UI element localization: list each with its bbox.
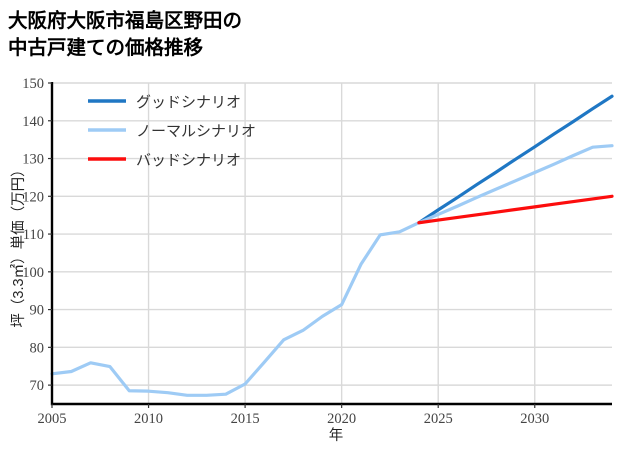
y-axis-ticks: 70 80 90 100 110 120 130 140 150: [22, 76, 52, 394]
y-tick-label: 110: [23, 227, 44, 243]
y-tick-label: 150: [22, 76, 44, 92]
y-tick-label: 140: [22, 114, 44, 130]
legend-label-2: バッドシナリオ: [136, 153, 241, 169]
x-tick-label: 2030: [520, 411, 549, 427]
series-line-2: [417, 194, 614, 225]
legend-label-1: ノーマルシナリオ: [136, 124, 256, 140]
series-line-0: [417, 94, 614, 225]
series-line-1: [50, 144, 614, 397]
x-axis-ticks: 2005 2010 2015 2020 2025 2030: [38, 404, 549, 427]
x-tick-label: 2005: [38, 411, 67, 427]
x-tick-label: 2025: [424, 411, 453, 427]
y-tick-label: 120: [22, 189, 44, 205]
x-tick-label: 2020: [327, 411, 356, 427]
x-tick-label: 2015: [231, 411, 260, 427]
y-axis-title: 坪（3.3㎡）単価（万円）: [10, 162, 27, 327]
y-tick-label: 80: [30, 340, 45, 356]
legend-label-0: グッドシナリオ: [136, 94, 241, 111]
y-tick-label: 100: [22, 265, 44, 281]
y-tick-label: 130: [22, 152, 44, 168]
y-tick-label: 90: [30, 303, 45, 319]
x-tick-label: 2010: [134, 411, 163, 427]
x-axis-title: 年: [329, 427, 344, 444]
chart-title: 大阪府大阪市福島区野田の 中古戸建ての価格推移: [8, 10, 243, 59]
series-lines: [50, 94, 614, 397]
y-tick-label: 70: [30, 378, 45, 394]
